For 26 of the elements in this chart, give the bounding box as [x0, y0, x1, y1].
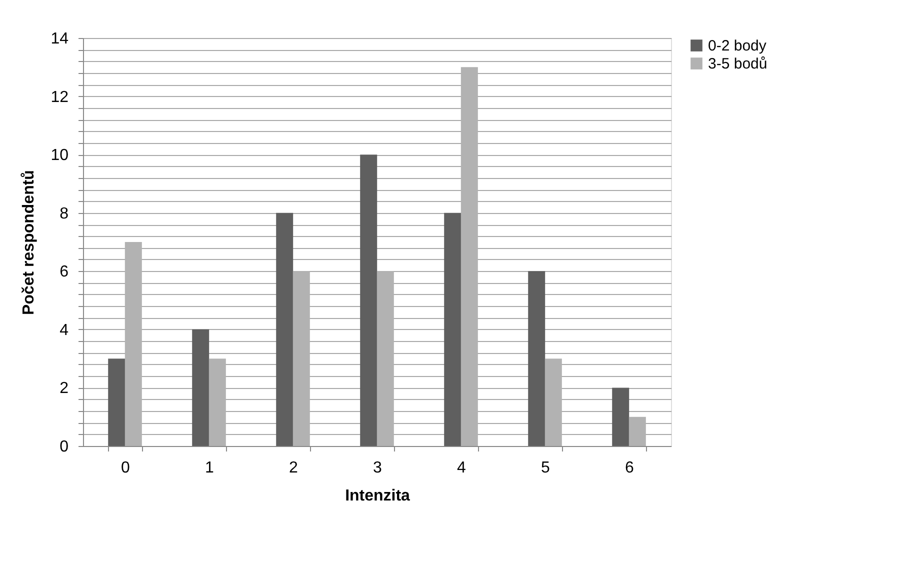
- y-tick-label: 4: [60, 322, 69, 339]
- x-tick-label: 0: [121, 460, 130, 476]
- x-tick-label: 4: [457, 460, 466, 476]
- bar: [360, 154, 378, 446]
- bar: [192, 329, 210, 446]
- y-tick-label: 0: [60, 438, 69, 456]
- x-tick-label: 5: [541, 460, 550, 476]
- y-tick-label: 14: [50, 30, 69, 48]
- y-tick-label: 2: [60, 380, 69, 398]
- x-axis-title: Intenzita: [345, 488, 410, 504]
- x-tick-label: 3: [373, 460, 382, 476]
- x-tick-label: 6: [625, 460, 634, 476]
- x-tick-label: 2: [289, 460, 298, 476]
- legend-label: 3-5 bodů: [708, 56, 768, 72]
- bar: [108, 358, 126, 446]
- y-tick-label: 6: [60, 264, 69, 281]
- x-tick-label: 1: [205, 460, 214, 476]
- y-tick-label: 12: [50, 88, 69, 106]
- legend-label: 0-2 body: [708, 38, 767, 54]
- y-tick-label: 10: [50, 147, 69, 164]
- bar: [276, 212, 294, 446]
- bar: [528, 271, 546, 446]
- bar: [444, 212, 462, 446]
- bar: [612, 388, 630, 446]
- y-tick-label: 8: [60, 205, 69, 222]
- y-axis-title: Počet respondentů: [20, 170, 38, 315]
